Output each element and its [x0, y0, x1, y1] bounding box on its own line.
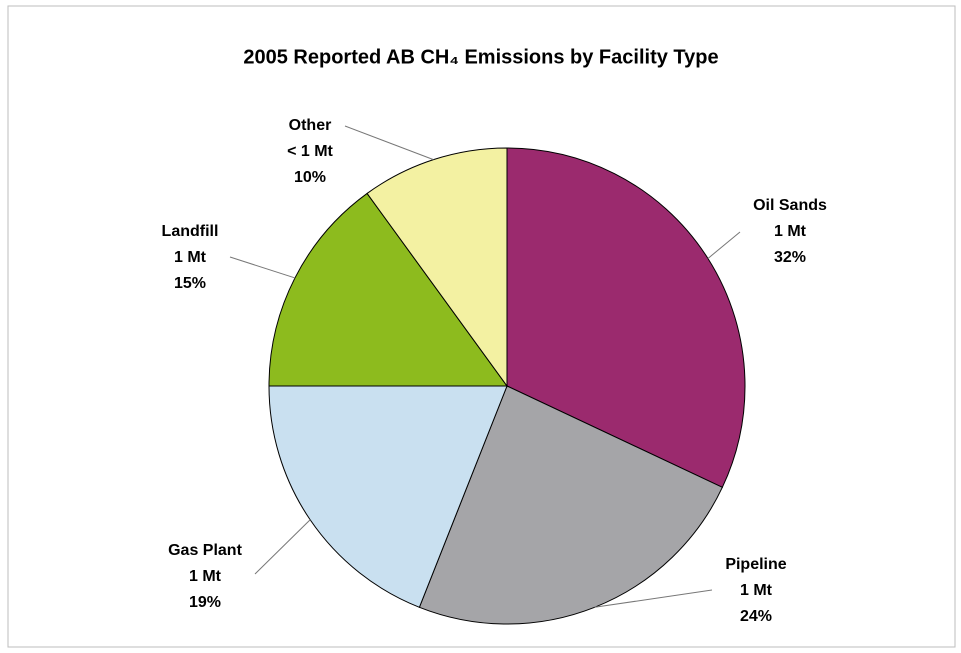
slice-amount: 1 Mt: [774, 223, 807, 240]
slice-amount: 1 Mt: [740, 582, 773, 599]
leader-line: [594, 589, 713, 608]
slice-amount: < 1 Mt: [287, 143, 333, 160]
slice-percent: 19%: [189, 594, 221, 611]
leader-line: [707, 231, 741, 259]
chart-title: 2005 Reported AB CH₄ Emissions by Facili…: [243, 46, 718, 68]
slice-label: Oil Sands: [753, 197, 827, 214]
slice-percent: 24%: [740, 608, 772, 625]
slice-amount: 1 Mt: [189, 568, 222, 585]
pie-slice: [506, 147, 746, 489]
leader-line: [254, 519, 311, 575]
slice-percent: 10%: [294, 169, 326, 186]
leader-line: [229, 256, 296, 279]
leader-line: [344, 125, 434, 161]
slice-label: Landfill: [162, 223, 219, 240]
pie-slice: [268, 385, 508, 608]
slice-percent: 32%: [774, 249, 806, 266]
slice-label: Pipeline: [725, 556, 786, 573]
slice-label: Gas Plant: [168, 542, 242, 559]
slice-percent: 15%: [174, 275, 206, 292]
slice-label: Other: [289, 117, 332, 134]
slice-amount: 1 Mt: [174, 249, 207, 266]
